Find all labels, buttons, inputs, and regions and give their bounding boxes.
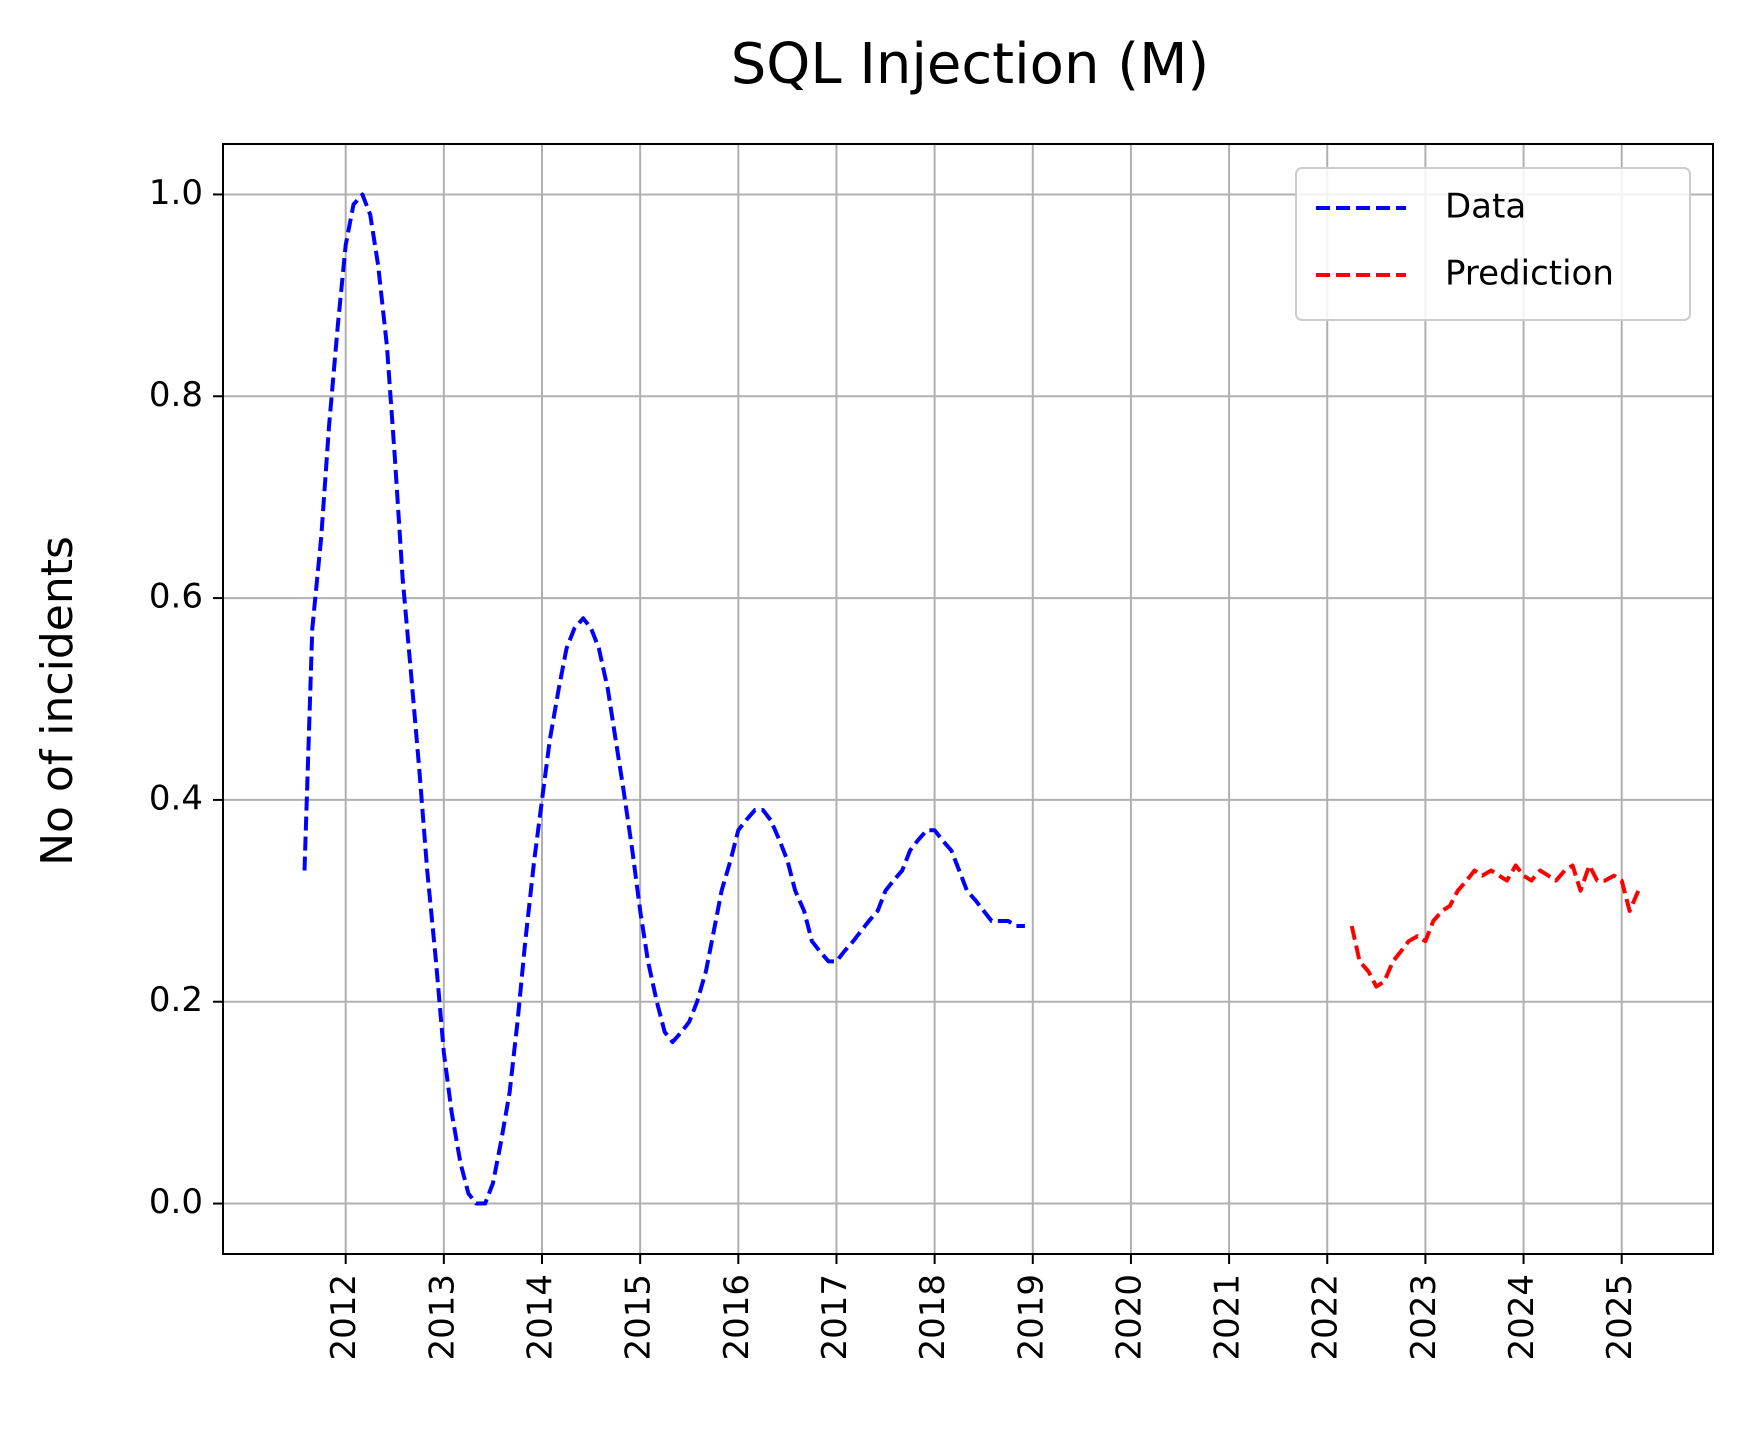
series-line-data bbox=[302, 192, 1025, 1206]
chart-legend: Data Prediction bbox=[1295, 167, 1691, 321]
plot-series bbox=[302, 192, 1641, 1206]
x-tick-label: 2017 bbox=[815, 1274, 855, 1361]
y-tick-label: 1.0 bbox=[149, 173, 203, 213]
x-tick-label: 2013 bbox=[422, 1274, 462, 1361]
y-tick-label: 0.2 bbox=[149, 980, 203, 1020]
x-tick-label: 2016 bbox=[717, 1274, 757, 1361]
x-tick-label: 2012 bbox=[324, 1274, 364, 1361]
x-tick-label: 2024 bbox=[1502, 1274, 1542, 1361]
x-tick-label: 2020 bbox=[1109, 1274, 1149, 1361]
x-tick-label: 2023 bbox=[1404, 1274, 1444, 1361]
series-line-prediction bbox=[1349, 863, 1641, 989]
y-tick-label: 0.8 bbox=[149, 375, 203, 415]
y-axis-label: No of incidents bbox=[32, 536, 83, 866]
y-tick-label: 0.6 bbox=[149, 577, 203, 617]
x-tick-label: 2014 bbox=[521, 1274, 561, 1361]
legend-box bbox=[1295, 167, 1691, 321]
y-tick-label: 0.4 bbox=[149, 778, 203, 818]
x-tick-label: 2019 bbox=[1011, 1274, 1051, 1361]
x-tick-label: 2021 bbox=[1208, 1274, 1248, 1361]
chart-title: SQL Injection (M) bbox=[731, 32, 1210, 97]
x-tick-label: 2015 bbox=[619, 1274, 659, 1361]
axis-ticks: 2012 2013 2014 2015 2016 2017 2018 2019 2020 2021… bbox=[149, 173, 1640, 1361]
x-tick-label: 2025 bbox=[1600, 1274, 1640, 1361]
legend-label-prediction: Prediction bbox=[1445, 254, 1614, 294]
legend-label-data: Data bbox=[1445, 187, 1526, 227]
plot-frame bbox=[222, 143, 1714, 1255]
x-tick-label: 2022 bbox=[1306, 1274, 1346, 1361]
y-tick-label: 0.0 bbox=[149, 1182, 203, 1222]
x-tick-label: 2018 bbox=[913, 1274, 953, 1361]
